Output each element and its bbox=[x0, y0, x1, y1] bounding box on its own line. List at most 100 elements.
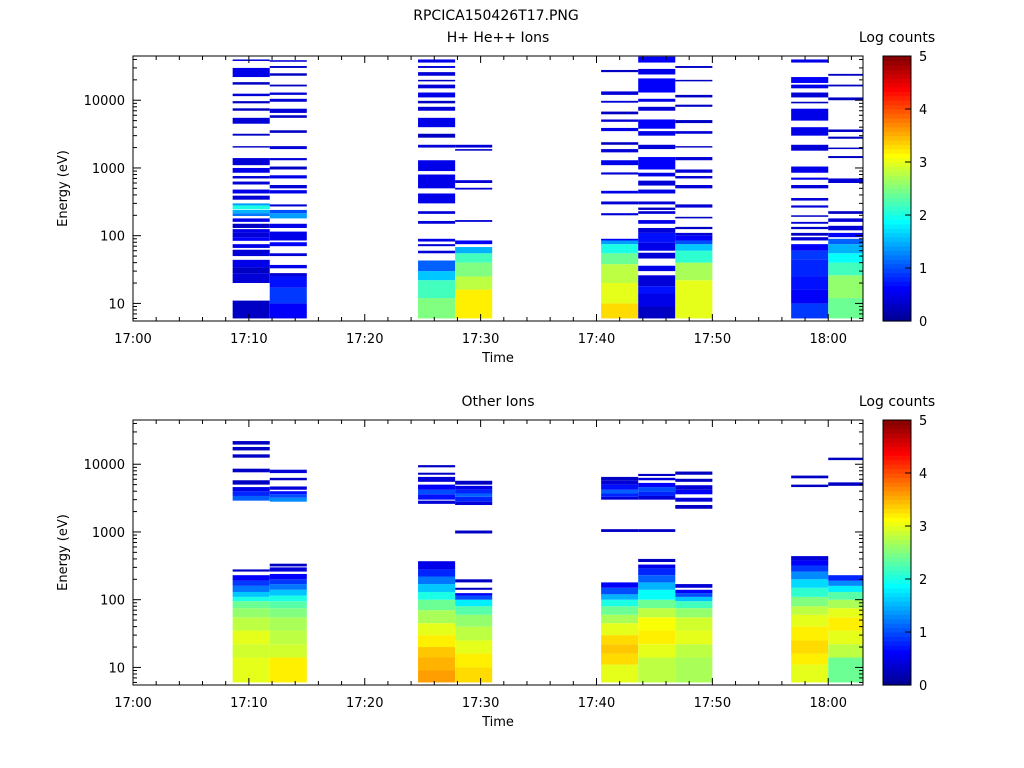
chart-0-colorbar-step bbox=[883, 73, 911, 79]
chart-1-cell-c0-18 bbox=[232, 446, 270, 451]
chart-1-colorbar-step bbox=[883, 667, 911, 673]
chart-1-cell-c2-17 bbox=[418, 472, 456, 475]
chart-1-xtick-label: 17:20 bbox=[346, 696, 383, 711]
chart-0-cell-c3-4 bbox=[455, 247, 493, 254]
chart-1-colorbar-tick-label: 0 bbox=[919, 679, 927, 694]
chart-0-cell-c0-5 bbox=[232, 244, 270, 248]
chart-0-cell-c0-29 bbox=[232, 59, 270, 61]
chart-0-cell-c1-5 bbox=[269, 253, 307, 257]
chart-0-cell-c2-17 bbox=[418, 92, 456, 98]
chart-1-cell-c3-0 bbox=[455, 667, 493, 683]
chart-1-cell-c1-17 bbox=[269, 477, 307, 481]
chart-1-cell-c0-19 bbox=[232, 441, 270, 445]
chart-0-cell-c6-11 bbox=[675, 176, 713, 179]
chart-0-cell-c3-1 bbox=[455, 276, 493, 290]
chart-1-cell-c3-3 bbox=[455, 626, 493, 641]
chart-0-colorbar-step bbox=[883, 192, 911, 198]
chart-0-cell-c7-23 bbox=[791, 59, 829, 63]
chart-0-cell-c1-9 bbox=[269, 213, 307, 219]
chart-1-cell-c4-3 bbox=[601, 635, 639, 645]
chart-0-cell-c5-6 bbox=[638, 242, 676, 251]
chart-0-cell-c1-17 bbox=[269, 146, 307, 150]
chart-0-cell-c2-0 bbox=[418, 298, 456, 319]
chart-1-cell-c5-7 bbox=[638, 582, 676, 590]
chart-0-cell-c0-14 bbox=[232, 203, 270, 206]
chart-0-colorbar-step bbox=[883, 250, 911, 256]
chart-1-cell-c8-9 bbox=[828, 575, 863, 581]
chart-0-colorbar-tick-label: 1 bbox=[919, 262, 927, 277]
chart-1-cell-c0-11 bbox=[232, 569, 270, 572]
chart-1-cell-c3-10 bbox=[455, 579, 493, 583]
chart-1-colorbar-step bbox=[883, 592, 911, 598]
chart-1-data bbox=[232, 441, 863, 683]
chart-0-cell-c5-15 bbox=[638, 172, 676, 177]
chart-0-cell-c8-17 bbox=[828, 73, 863, 76]
chart-0-cell-c4-6 bbox=[601, 238, 639, 241]
chart-1-xtick-label: 17:40 bbox=[578, 696, 615, 711]
chart-0-ylabel: Energy (eV) bbox=[56, 150, 71, 227]
chart-1-cell-c4-13 bbox=[601, 493, 639, 497]
chart-1-cell-c1-5 bbox=[269, 601, 307, 609]
chart-0-cell-c0-2 bbox=[232, 267, 270, 274]
chart-0-colorbar: 0 1 2 3 4 5 Log counts bbox=[859, 30, 935, 330]
chart-1-colorbar-step bbox=[883, 662, 911, 668]
chart-0-cell-c1-25 bbox=[269, 66, 307, 68]
chart-1-cell-c7-0 bbox=[791, 664, 829, 683]
chart-0-cell-c8-2 bbox=[828, 262, 863, 276]
chart-0-cell-c8-8 bbox=[828, 218, 863, 222]
chart-0-cell-c5-20 bbox=[638, 106, 676, 111]
chart-0-cell-c4-9 bbox=[601, 190, 639, 194]
chart-1-cell-c5-2 bbox=[638, 630, 676, 645]
chart-1-ytick-label: 10 bbox=[108, 661, 125, 676]
chart-0-colorbar-step bbox=[883, 245, 911, 251]
chart-0-cell-c5-17 bbox=[638, 144, 676, 150]
chart-0-cell-c7-8 bbox=[791, 226, 829, 230]
chart-0-cell-c6-14 bbox=[675, 146, 713, 148]
chart-0-cell-c1-18 bbox=[269, 130, 307, 133]
chart-0-cell-c4-13 bbox=[601, 142, 639, 145]
chart-0-cell-c7-12 bbox=[791, 198, 829, 201]
chart-0-cell-c0-19 bbox=[232, 167, 270, 173]
chart-1-cell-c0-4 bbox=[232, 608, 270, 618]
chart-0-colorbar-tick-label: 2 bbox=[919, 209, 927, 224]
chart-0-cell-c6-0 bbox=[675, 280, 713, 319]
chart-0-cell-c5-7 bbox=[638, 232, 676, 243]
chart-0-cell-c7-0 bbox=[791, 303, 829, 319]
panel-other-ions: Other Ions 17:00 17:10 17:20 17:30 17:40 17:50… bbox=[56, 394, 935, 730]
chart-0-cell-c6-12 bbox=[675, 169, 713, 173]
chart-1-cell-c6-9 bbox=[675, 584, 713, 588]
chart-0-colorbar-step bbox=[883, 166, 911, 172]
chart-0-xtick-label: 17:30 bbox=[462, 332, 499, 347]
chart-0-cell-c7-13 bbox=[791, 185, 829, 189]
chart-1-cell-c8-2 bbox=[828, 630, 863, 645]
chart-1-cell-c2-5 bbox=[418, 610, 456, 624]
chart-1-cell-c0-3 bbox=[232, 617, 270, 631]
chart-0-cell-c4-7 bbox=[601, 213, 639, 216]
chart-1-cell-c2-14 bbox=[418, 489, 456, 495]
chart-0-cell-c8-4 bbox=[828, 244, 863, 254]
chart-0-cell-c0-11 bbox=[232, 213, 270, 217]
chart-1-cell-c3-7 bbox=[455, 595, 493, 600]
chart-0-cell-c0-23 bbox=[232, 117, 270, 124]
chart-1-colorbar-step bbox=[883, 680, 911, 686]
chart-1-cell-c7-4 bbox=[791, 614, 829, 627]
chart-0-colorbar-step bbox=[883, 215, 911, 221]
chart-1-colorbar-step bbox=[883, 645, 911, 651]
chart-1-cell-c8-3 bbox=[828, 617, 863, 631]
chart-0-colorbar-tick-label: 5 bbox=[919, 50, 927, 65]
chart-1-cell-c0-5 bbox=[232, 601, 270, 609]
chart-1-cell-c7-5 bbox=[791, 606, 829, 615]
chart-1-cell-c0-17 bbox=[232, 454, 270, 458]
chart-1-cell-c0-9 bbox=[232, 580, 270, 586]
chart-1-cell-c2-9 bbox=[418, 576, 456, 585]
chart-1-colorbar-step bbox=[883, 459, 911, 465]
chart-1-cell-c2-4 bbox=[418, 623, 456, 636]
chart-1-cell-c2-16 bbox=[418, 476, 456, 482]
chart-1-cell-c4-9 bbox=[601, 587, 639, 595]
chart-0-cell-c6-20 bbox=[675, 66, 713, 68]
chart-0-cell-c5-3 bbox=[638, 275, 676, 287]
chart-0-colorbar-step bbox=[883, 276, 911, 282]
chart-0-cell-c4-5 bbox=[601, 240, 639, 245]
chart-1-colorbar-step bbox=[883, 601, 911, 607]
chart-0-cell-c5-8 bbox=[638, 227, 676, 233]
